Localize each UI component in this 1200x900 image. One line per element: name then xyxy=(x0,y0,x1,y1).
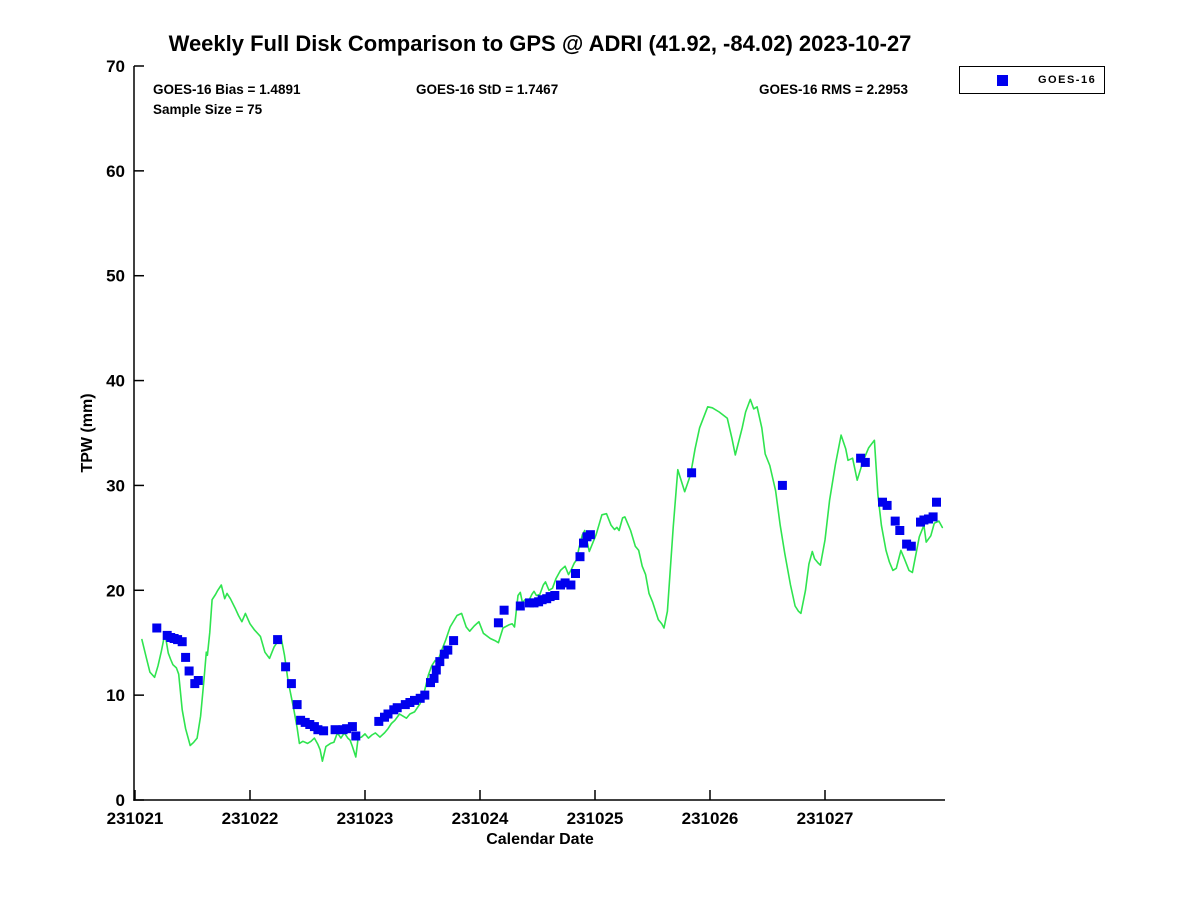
goes16-marker xyxy=(300,717,310,727)
goes16-marker xyxy=(860,457,870,467)
goes16-marker xyxy=(529,598,539,608)
goes16-marker xyxy=(281,662,291,672)
x-axis-label: Calendar Date xyxy=(486,831,594,848)
goes16-marker xyxy=(924,514,933,524)
goes16-marker xyxy=(305,720,315,729)
goes16-marker xyxy=(400,700,410,710)
goes16-marker xyxy=(499,605,509,615)
goes16-marker xyxy=(410,695,419,705)
y-tick-label: 60 xyxy=(106,162,125,181)
y-tick-label: 0 xyxy=(116,791,125,810)
stat-std: GOES-16 StD = 1.7467 xyxy=(416,82,559,97)
x-tick-label: 231027 xyxy=(797,809,854,828)
stat-bias: GOES-16 Bias = 1.4891 xyxy=(153,82,301,97)
stat-rms: GOES-16 RMS = 2.2953 xyxy=(759,82,908,97)
y-tick-label: 50 xyxy=(106,267,125,286)
goes16-marker xyxy=(571,569,580,578)
goes16-marker xyxy=(560,578,570,588)
goes16-marker xyxy=(431,665,441,675)
goes16-marker xyxy=(374,716,384,726)
goes16-marker xyxy=(193,676,203,685)
goes16-marker xyxy=(313,725,323,735)
goes16-markers xyxy=(152,453,941,741)
goes16-marker xyxy=(443,645,453,655)
stat-sample-size: Sample Size = 75 xyxy=(153,102,263,117)
goes16-marker xyxy=(296,715,306,725)
goes16-marker xyxy=(906,541,916,551)
y-tick-label: 30 xyxy=(106,476,125,495)
goes16-marker xyxy=(493,618,503,628)
legend-goes16-swatch-icon xyxy=(997,74,1008,86)
legend: GOES-16 xyxy=(959,66,1105,94)
goes16-marker xyxy=(878,497,887,507)
goes16-marker xyxy=(405,698,415,707)
x-tick-label: 231021 xyxy=(107,809,164,828)
x-tick-label: 231024 xyxy=(452,809,509,828)
goes16-marker xyxy=(856,453,866,463)
goes16-marker xyxy=(882,500,892,510)
goes16-marker xyxy=(286,679,296,689)
goes16-marker xyxy=(173,635,183,645)
goes16-marker xyxy=(330,725,340,735)
gps-line-series xyxy=(141,398,944,762)
goes16-marker xyxy=(890,516,900,526)
goes16-marker xyxy=(347,722,357,732)
goes16-marker xyxy=(579,538,588,548)
goes16-marker xyxy=(429,673,439,683)
goes16-marker xyxy=(537,595,547,605)
goes16-marker xyxy=(420,690,430,700)
goes16-marker xyxy=(932,497,941,507)
goes16-marker xyxy=(292,700,302,710)
goes16-marker xyxy=(777,480,787,490)
goes16-marker xyxy=(319,726,329,736)
y-tick-label: 10 xyxy=(106,686,125,705)
y-tick-label: 70 xyxy=(106,57,125,76)
goes16-marker xyxy=(273,635,283,645)
goes16-marker xyxy=(928,512,938,522)
goes16-marker xyxy=(902,539,912,549)
goes16-marker xyxy=(545,592,555,602)
goes16-marker xyxy=(687,468,697,478)
goes16-marker xyxy=(575,552,585,562)
goes16-marker xyxy=(515,601,525,611)
x-tick-label: 231023 xyxy=(337,809,394,828)
goes16-marker xyxy=(919,515,929,525)
goes16-marker xyxy=(184,666,194,676)
y-tick-label: 40 xyxy=(106,372,125,391)
goes16-marker xyxy=(152,623,162,633)
goes16-marker xyxy=(177,637,187,647)
goes16-marker xyxy=(435,657,445,667)
x-tick-label: 231022 xyxy=(222,809,279,828)
goes16-marker xyxy=(585,530,595,540)
chart-title: Weekly Full Disk Comparison to GPS @ ADR… xyxy=(168,31,912,56)
legend-goes16-label: GOES-16 xyxy=(1038,74,1097,86)
goes16-marker xyxy=(415,693,425,703)
goes16-marker xyxy=(351,731,361,741)
goes16-marker xyxy=(181,652,191,662)
goes16-marker xyxy=(895,526,905,535)
goes16-marker xyxy=(550,591,560,600)
y-tick-label: 20 xyxy=(106,581,125,600)
goes16-marker xyxy=(392,703,402,713)
goes16-marker xyxy=(449,636,459,646)
goes16-marker xyxy=(342,724,352,734)
goes16-marker xyxy=(556,580,565,590)
x-tick-label: 231026 xyxy=(682,809,739,828)
x-tick-label: 231025 xyxy=(567,809,624,828)
goes16-marker xyxy=(566,580,576,590)
goes16-marker xyxy=(383,709,393,719)
